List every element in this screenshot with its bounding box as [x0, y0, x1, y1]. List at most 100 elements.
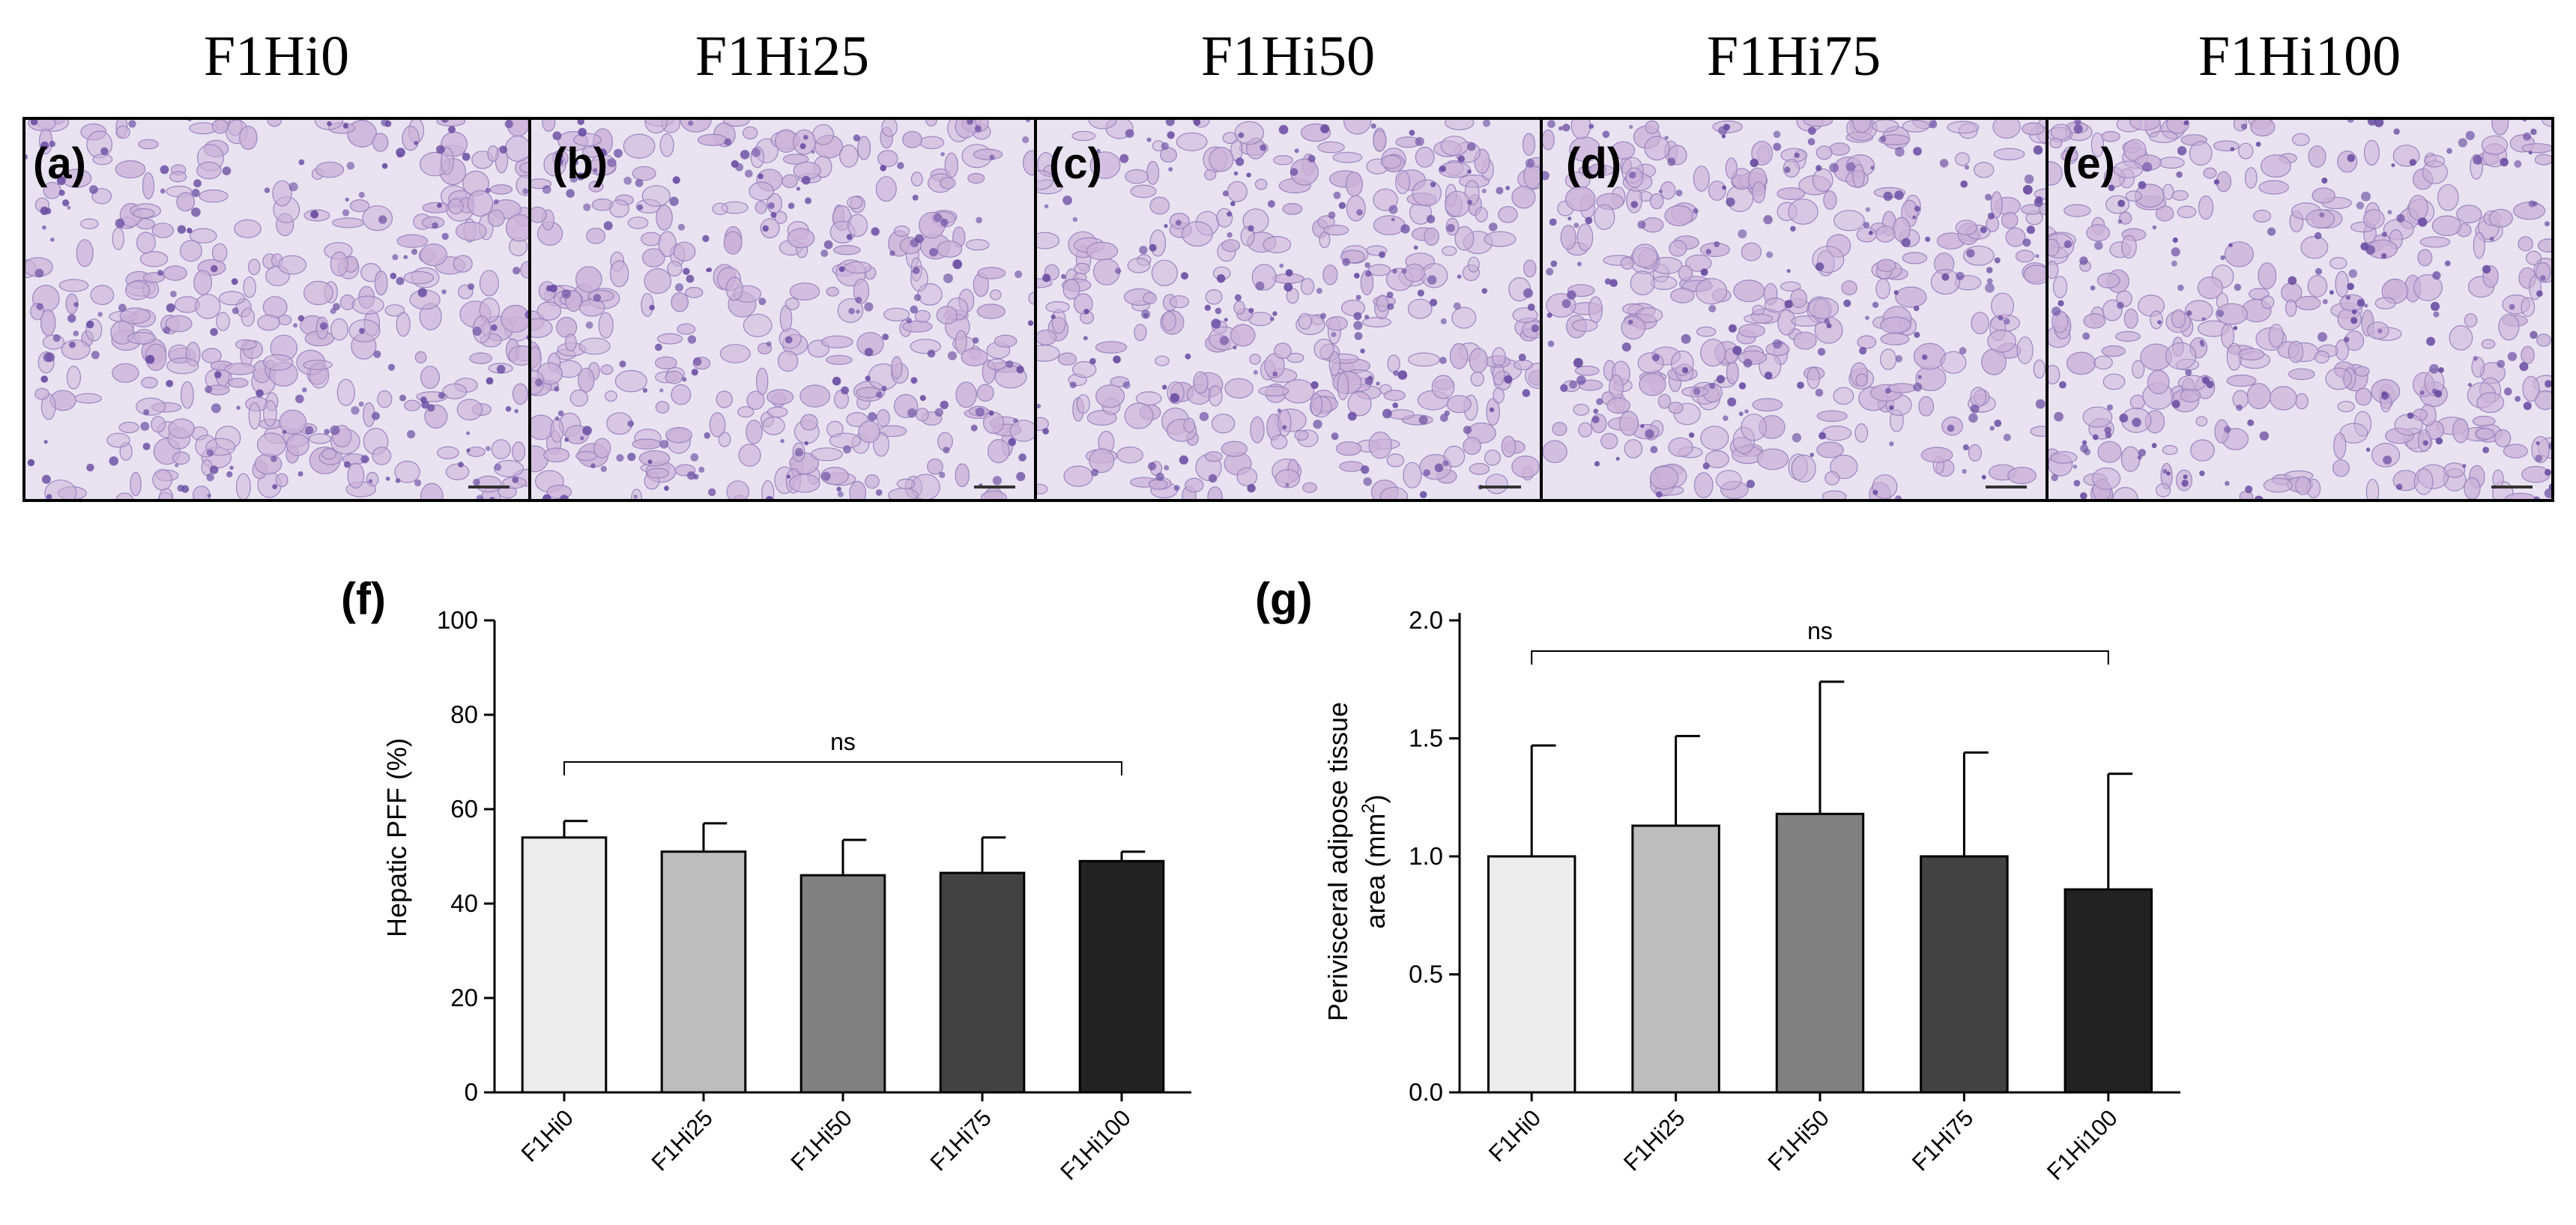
tissue-cell: [138, 139, 159, 150]
tissue-cell: [394, 460, 420, 483]
tissue-cell: [709, 412, 726, 438]
tissue-nucleus: [522, 188, 529, 195]
tissue-nucleus: [1743, 358, 1753, 368]
tissue-nucleus: [177, 225, 187, 234]
tissue-cell: [402, 125, 420, 151]
tissue-nucleus: [1728, 324, 1737, 333]
tissue-cell: [2083, 312, 2106, 329]
tissue-cell: [199, 189, 229, 203]
tissue-cell: [159, 488, 174, 500]
tissue-cell: [308, 433, 332, 444]
tissue-cell: [1469, 463, 1490, 475]
micrograph-title-e: F1Hi100: [2198, 25, 2401, 88]
tissue-cell: [655, 356, 677, 370]
tissue-cell: [512, 383, 528, 405]
tissue-nucleus: [1368, 375, 1373, 381]
tissue-nucleus: [2033, 145, 2043, 155]
tissue-nucleus: [1227, 232, 1233, 238]
tissue-nucleus: [2509, 303, 2515, 310]
tissue-cell: [2498, 313, 2520, 341]
tissue-cell: [1045, 300, 1070, 313]
tissue-cell: [1793, 331, 1817, 350]
tissue-cell: [977, 267, 1006, 279]
tissue-cell: [810, 447, 843, 462]
tissue-nucleus: [1893, 290, 1899, 295]
tissue-cell: [1317, 141, 1345, 154]
tissue-cell: [506, 214, 530, 242]
tissue-nucleus: [2497, 360, 2506, 368]
tissue-cell: [180, 381, 194, 409]
tissue-nucleus: [2051, 474, 2058, 482]
tissue-nucleus: [1964, 165, 1970, 170]
tissue-cell: [2238, 142, 2254, 160]
x-category-label: F1Hi100: [2042, 1104, 2123, 1185]
tissue-nucleus: [1792, 433, 1802, 443]
tissue-nucleus: [1125, 129, 1134, 139]
tissue-nucleus: [787, 202, 795, 210]
tissue-nucleus: [1714, 241, 1720, 247]
tissue-cell: [279, 409, 307, 435]
tissue-cell: [725, 276, 743, 301]
tissue-nucleus: [1233, 171, 1239, 176]
tissue-nucleus: [542, 185, 551, 194]
tissue-cell: [136, 397, 166, 416]
tissue-nucleus: [2026, 226, 2035, 235]
tissue-nucleus: [1621, 342, 1631, 352]
tissue-nucleus: [417, 288, 427, 297]
tissue-cell: [2475, 428, 2496, 440]
tissue-nucleus: [848, 307, 855, 315]
tissue-cell: [777, 350, 799, 372]
tissue-nucleus: [160, 188, 166, 194]
tissue-nucleus: [1417, 289, 1424, 297]
tissue-nucleus: [496, 365, 506, 374]
tissue-cell: [1360, 270, 1374, 296]
tissue-nucleus: [1591, 416, 1600, 423]
tissue-cell: [2261, 295, 2275, 309]
tissue-cell: [1991, 292, 2015, 319]
tissue-cell: [1752, 304, 1765, 315]
tissue-cell: [655, 401, 670, 414]
tissue-cell: [1880, 316, 1911, 334]
tissue-cell: [2260, 154, 2291, 178]
tissue-nucleus: [42, 225, 46, 230]
tissue-nucleus: [1576, 375, 1586, 385]
tissue-nucleus: [2544, 488, 2553, 498]
tissue-nucleus: [2429, 363, 2439, 374]
tissue-cell: [833, 245, 861, 255]
tissue-nucleus: [399, 394, 406, 402]
tissue-cell: [656, 205, 673, 231]
tissue-nucleus: [2090, 285, 2096, 291]
tissue-cell: [224, 363, 256, 375]
tissue-cell: [1057, 352, 1077, 366]
tissue-nucleus: [686, 274, 695, 283]
tissue-cell: [598, 312, 614, 339]
tissue-cell: [542, 118, 556, 132]
tissue-nucleus: [2467, 383, 2472, 387]
tissue-nucleus: [2206, 381, 2214, 389]
tissue-nucleus: [1122, 381, 1131, 389]
tissue-nucleus: [1353, 321, 1363, 330]
tissue-nucleus: [1238, 132, 1245, 139]
tissue-cell: [286, 433, 310, 456]
tissue-cell: [2022, 122, 2045, 136]
tissue-nucleus: [2438, 367, 2444, 373]
tissue-nucleus: [1333, 191, 1341, 199]
tissue-cell: [784, 297, 799, 310]
tissue-cell: [2521, 143, 2553, 154]
tissue-cell: [2295, 296, 2321, 311]
tissue-cell: [1484, 450, 1501, 466]
tissue-nucleus: [1994, 420, 2002, 427]
tissue-nucleus: [1868, 231, 1873, 235]
tissue-nucleus: [1705, 249, 1711, 255]
tissue-cell: [2536, 333, 2551, 347]
tissue-nucleus: [1173, 485, 1180, 491]
tissue-nucleus: [1894, 190, 1904, 200]
tissue-nucleus: [2348, 269, 2358, 278]
tissue-cell: [2001, 211, 2019, 229]
tissue-nucleus: [210, 327, 218, 336]
tissue-nucleus: [2035, 399, 2046, 409]
tissue-nucleus: [691, 369, 698, 376]
tissue-cell: [910, 172, 923, 187]
tissue-cell: [1300, 278, 1315, 295]
tissue-cell: [1193, 371, 1209, 394]
